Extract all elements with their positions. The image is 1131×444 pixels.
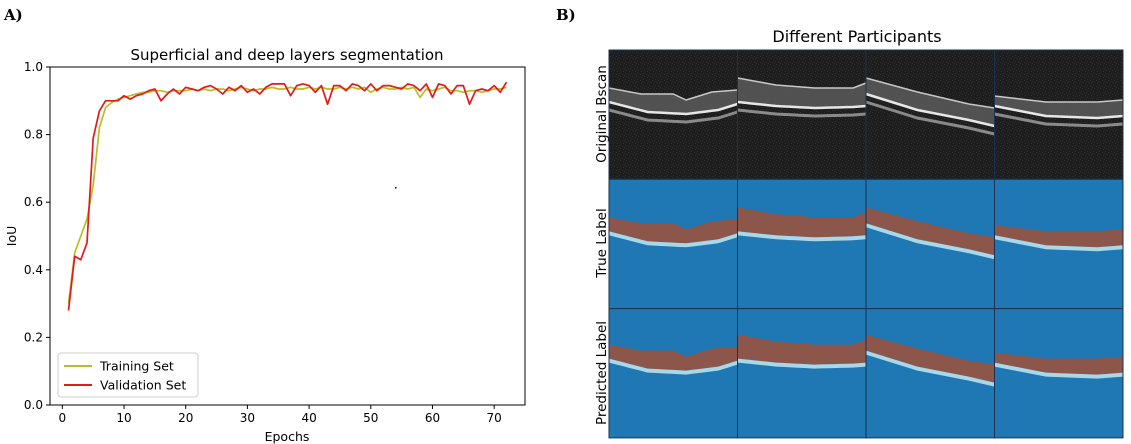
choroid-band [994,112,1124,128]
deep-layer [994,362,1123,379]
grid-cell [608,178,738,310]
x-tick-label: 30 [240,411,255,425]
choroid-band [865,100,995,136]
legend-box [57,352,199,398]
retina-band [994,104,1124,120]
superficial-layer [994,352,1123,375]
deep-layer [737,231,866,242]
superficial-layer [737,334,866,365]
series-line-validation [67,81,508,311]
choroid-band [608,108,738,124]
x-tick-label: 40 [301,411,316,425]
grid-cell [865,178,995,310]
panel-label-b: B) [556,6,576,24]
x-axis-label: Epochs [265,429,310,444]
cell-border [994,308,1124,439]
row-label-true-label: True Label [594,208,610,278]
retina-tissue [994,96,1123,118]
grid-cell [737,49,867,180]
y-tick-label: 0.4 [24,263,43,277]
row-label-original-bscan: Original Bscan [594,65,610,163]
y-tick-label: 0.8 [24,128,43,142]
grid-cell [994,49,1124,180]
retina-tissue [737,78,866,108]
superficial-layer [737,207,866,238]
y-axis-label: IoU [4,226,19,246]
x-tick-label: 0 [59,411,67,425]
retina-tissue [866,78,995,126]
grid-cell [994,308,1124,439]
superficial-layer [609,217,738,244]
superficial-layer [609,344,738,371]
data-series [67,81,508,311]
retina-surface [994,95,1124,103]
x-tick-label: 60 [425,411,440,425]
grid-cell [737,178,867,310]
plot-area [49,66,526,406]
grid-cell [994,178,1124,310]
grid-cell [608,49,738,180]
legend-label-validation: Validation Set [100,378,186,393]
superficial-layer [866,334,995,383]
deep-layer [866,350,995,387]
deep-layer [994,235,1123,252]
retina-surface [608,87,738,101]
retina-surface [737,77,867,89]
label-background [737,308,866,438]
legend: Training Set Validation Set [57,352,199,398]
grid-cell [737,308,867,439]
row-labels: Original Bscan True Label Predicted Labe… [594,65,610,425]
superficial-layer [994,225,1123,248]
grid-cell [608,308,738,439]
x-tick-label: 50 [363,411,378,425]
retina-band [608,100,738,116]
y-tick-label: 0.6 [24,195,43,209]
deep-layer [866,223,995,260]
x-tick-label: 10 [116,411,131,425]
grid-cell [865,308,995,439]
retina-band [737,100,867,110]
legend-label-training: Training Set [99,359,174,374]
participant-grid [608,49,1124,439]
chart-title: Superficial and deep layers segmentation [130,46,443,64]
row-label-predicted-label: Predicted Label [594,321,610,425]
stray-dot [395,187,397,189]
retina-surface [865,77,995,109]
panel-label-a: A) [4,6,23,24]
y-tick-label: 0.2 [24,330,43,344]
label-background [737,179,866,309]
axis-ticks: 0 10 20 30 40 50 60 70 0.0 0.2 0.4 0.6 0.8 1.0 [24,60,502,425]
retina-band [865,92,995,128]
y-tick-label: 0.0 [24,398,43,412]
iou-line-chart: Superficial and deep layers segmentation… [4,46,526,444]
deep-layer [609,231,738,248]
y-tick-label: 1.0 [24,60,43,74]
deep-layer [737,358,866,369]
superficial-layer [866,207,995,256]
deep-layer [609,358,738,375]
x-tick-label: 70 [487,411,502,425]
choroid-band [737,108,867,118]
grid-cell [865,49,995,180]
x-tick-label: 20 [178,411,193,425]
figure-b-title: Different Participants [772,27,941,46]
